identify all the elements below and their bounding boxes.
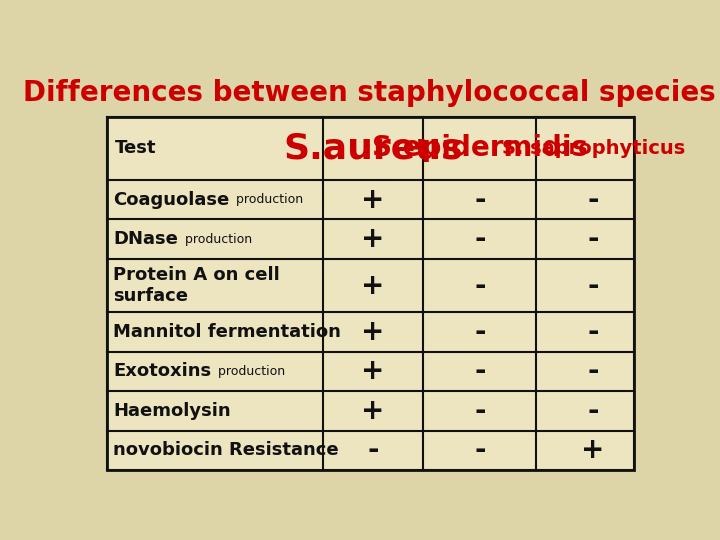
Text: -: - (474, 357, 485, 386)
Text: Mannitol fermentation: Mannitol fermentation (114, 323, 341, 341)
Text: +: + (361, 225, 384, 253)
Text: -: - (588, 318, 599, 346)
Text: Protein A on cell
surface: Protein A on cell surface (114, 266, 280, 305)
Text: -: - (474, 225, 485, 253)
Text: -: - (588, 225, 599, 253)
Text: -: - (588, 397, 599, 425)
Text: +: + (361, 318, 384, 346)
Text: +: + (361, 357, 384, 386)
Text: +: + (582, 436, 605, 464)
Text: Coaguolase: Coaguolase (114, 191, 230, 208)
Text: novobiocin Resistance: novobiocin Resistance (114, 442, 339, 460)
Text: production: production (215, 365, 285, 378)
Text: -: - (367, 436, 379, 464)
Text: -: - (588, 272, 599, 300)
Text: production: production (233, 193, 304, 206)
Text: Haemolysin: Haemolysin (114, 402, 231, 420)
Text: Test: Test (115, 139, 157, 157)
Text: DNase: DNase (114, 230, 179, 248)
Bar (107, 117, 634, 470)
Text: -: - (474, 186, 485, 214)
Text: -: - (588, 357, 599, 386)
Text: Exotoxins: Exotoxins (114, 362, 212, 381)
Text: +: + (361, 397, 384, 425)
Text: -: - (474, 318, 485, 346)
Text: +: + (361, 186, 384, 214)
Text: S. saprophyticus: S. saprophyticus (502, 139, 685, 158)
Text: +: + (361, 272, 384, 300)
Text: S.epidermidis: S.epidermidis (372, 134, 588, 163)
Text: Differences between staphylococcal species: Differences between staphylococcal speci… (22, 79, 716, 107)
Text: -: - (474, 397, 485, 425)
Text: -: - (474, 436, 485, 464)
Text: S.aureus: S.aureus (283, 131, 463, 165)
Text: -: - (588, 186, 599, 214)
Text: -: - (474, 272, 485, 300)
Text: production: production (181, 233, 252, 246)
